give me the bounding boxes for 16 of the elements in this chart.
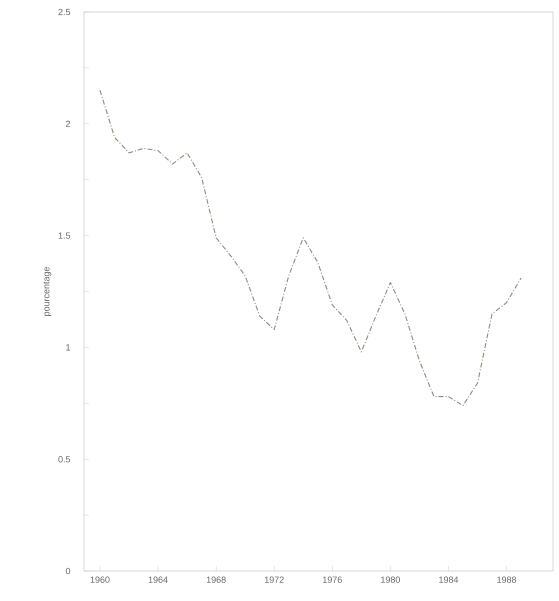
y-tick-label: 0.5 [58,456,70,462]
y-tick-label: 1 [66,344,70,350]
x-tick-label: 1968 [206,576,226,583]
x-tick-label: 1972 [264,576,284,583]
x-tick-label: 1964 [148,576,168,583]
y-tick-label: 2.5 [58,8,70,16]
x-tick-label: 1960 [90,576,110,583]
x-tick-label: 1976 [323,576,342,583]
x-tick-label: 1988 [497,576,516,583]
y-axis-title: pourcentage [44,266,52,316]
y-tick-label: 0 [66,568,70,574]
x-tick-label: 1984 [439,576,458,583]
y-tick-label: 2 [66,120,70,127]
y-tick-label: 1.5 [58,232,70,239]
x-tick-label: 1980 [381,576,400,583]
line-series [99,90,522,406]
